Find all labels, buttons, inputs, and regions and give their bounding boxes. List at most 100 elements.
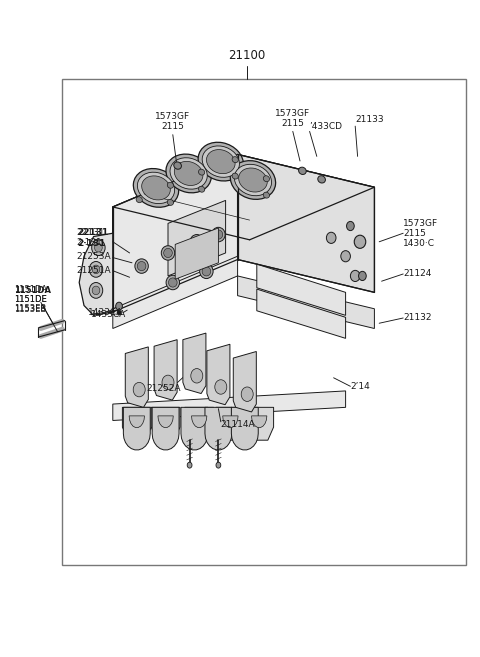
Polygon shape: [257, 289, 346, 338]
Ellipse shape: [264, 192, 269, 198]
Text: 1153EB: 1153EB: [14, 304, 47, 313]
Ellipse shape: [116, 302, 122, 310]
Ellipse shape: [187, 463, 192, 468]
Ellipse shape: [191, 369, 203, 383]
Polygon shape: [123, 407, 150, 450]
Ellipse shape: [354, 235, 366, 248]
Ellipse shape: [232, 173, 238, 179]
Ellipse shape: [89, 261, 103, 277]
Ellipse shape: [190, 235, 204, 249]
Ellipse shape: [232, 156, 238, 163]
Ellipse shape: [137, 172, 175, 204]
Ellipse shape: [198, 143, 243, 181]
Ellipse shape: [162, 375, 174, 390]
Ellipse shape: [216, 463, 221, 468]
Polygon shape: [113, 154, 374, 240]
Text: 1151DA: 1151DA: [14, 286, 51, 295]
Ellipse shape: [202, 267, 211, 276]
Polygon shape: [238, 154, 374, 292]
Text: 1573GF
2115: 1573GF 2115: [275, 109, 311, 127]
Ellipse shape: [136, 196, 142, 203]
Text: 21133: 21133: [355, 115, 384, 124]
Ellipse shape: [135, 259, 148, 273]
Ellipse shape: [166, 275, 180, 290]
Ellipse shape: [192, 237, 201, 246]
Polygon shape: [151, 407, 180, 440]
Text: 22131
2·131: 22131 2·131: [77, 229, 105, 247]
Text: 21253A: 21253A: [77, 252, 111, 261]
Polygon shape: [152, 407, 179, 450]
Polygon shape: [154, 340, 177, 400]
Polygon shape: [252, 416, 267, 428]
Ellipse shape: [199, 186, 204, 193]
Ellipse shape: [264, 175, 269, 182]
Ellipse shape: [133, 382, 145, 397]
Ellipse shape: [133, 169, 179, 207]
Ellipse shape: [168, 278, 177, 287]
Ellipse shape: [92, 286, 100, 294]
Text: 21114A: 21114A: [221, 420, 255, 429]
Ellipse shape: [214, 230, 223, 239]
Polygon shape: [245, 407, 274, 440]
Ellipse shape: [202, 146, 240, 177]
Text: 1573GF
2115: 1573GF 2115: [155, 112, 191, 131]
Ellipse shape: [166, 154, 211, 193]
Text: 21132: 21132: [403, 313, 432, 323]
Ellipse shape: [215, 380, 227, 394]
Polygon shape: [207, 344, 230, 405]
Ellipse shape: [95, 244, 102, 252]
Polygon shape: [168, 200, 226, 276]
Polygon shape: [223, 416, 238, 428]
Polygon shape: [185, 407, 214, 440]
Ellipse shape: [234, 164, 272, 196]
Ellipse shape: [239, 168, 267, 192]
Ellipse shape: [170, 158, 207, 189]
Ellipse shape: [142, 176, 170, 200]
Text: 2’14: 2’14: [350, 382, 370, 391]
Ellipse shape: [117, 310, 121, 315]
Text: 1151DA
1151DE
1153EB: 1151DA 1151DE 1153EB: [14, 285, 48, 314]
Ellipse shape: [230, 161, 276, 199]
Ellipse shape: [161, 246, 175, 260]
Text: 21124: 21124: [403, 269, 432, 279]
Ellipse shape: [137, 261, 146, 271]
Ellipse shape: [164, 248, 172, 258]
Polygon shape: [79, 207, 113, 315]
Ellipse shape: [350, 271, 360, 282]
Ellipse shape: [174, 162, 203, 185]
Polygon shape: [216, 407, 245, 440]
Polygon shape: [175, 228, 218, 279]
Ellipse shape: [359, 271, 366, 281]
Polygon shape: [257, 264, 346, 315]
Ellipse shape: [326, 233, 336, 244]
Text: 1433CA: 1433CA: [91, 310, 126, 319]
Text: ’433CD: ’433CD: [310, 122, 343, 131]
Ellipse shape: [347, 221, 354, 231]
Ellipse shape: [89, 283, 103, 298]
Ellipse shape: [174, 162, 181, 170]
Polygon shape: [183, 333, 206, 394]
Ellipse shape: [341, 251, 350, 262]
Text: 1573GF
2115
1430·C: 1573GF 2115 1430·C: [403, 219, 438, 248]
Ellipse shape: [206, 150, 235, 173]
Ellipse shape: [318, 175, 325, 183]
Polygon shape: [122, 407, 151, 440]
Text: 2·131: 2·131: [77, 238, 105, 248]
Ellipse shape: [92, 265, 100, 274]
Polygon shape: [113, 154, 238, 312]
Polygon shape: [113, 391, 346, 420]
Polygon shape: [181, 407, 208, 450]
Polygon shape: [125, 347, 148, 407]
Text: 1151DE: 1151DE: [14, 295, 47, 304]
Ellipse shape: [92, 240, 105, 256]
Polygon shape: [113, 256, 238, 328]
Polygon shape: [129, 416, 144, 428]
Text: 21252A: 21252A: [146, 384, 181, 394]
Polygon shape: [238, 276, 374, 328]
Ellipse shape: [200, 264, 213, 279]
Polygon shape: [233, 351, 256, 412]
Polygon shape: [192, 416, 207, 428]
Polygon shape: [205, 407, 232, 450]
Ellipse shape: [168, 182, 173, 189]
Ellipse shape: [241, 387, 253, 401]
